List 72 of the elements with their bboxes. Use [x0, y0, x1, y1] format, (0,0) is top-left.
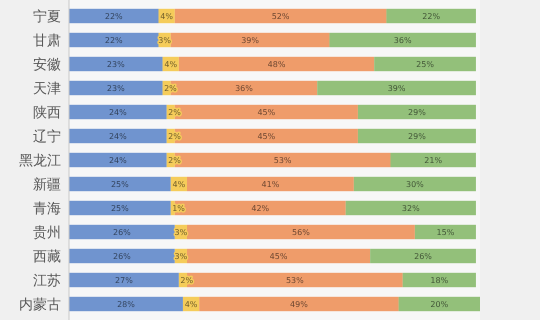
- data-label: 45%: [270, 252, 288, 261]
- bar: [199, 296, 399, 312]
- data-label: 36%: [394, 36, 412, 45]
- data-label: 2%: [168, 156, 182, 165]
- data-label: 4%: [184, 300, 198, 309]
- y-tick-label: 新疆: [33, 177, 61, 193]
- y-tick-label: 内蒙古: [19, 297, 61, 313]
- data-label: 30%: [406, 180, 424, 189]
- data-label: 32%: [402, 204, 420, 213]
- data-label: 45%: [257, 132, 276, 141]
- data-label: 22%: [422, 12, 440, 21]
- data-label: 26%: [113, 228, 132, 237]
- bar: [174, 8, 386, 24]
- data-label: 52%: [272, 12, 290, 21]
- y-tick-label: 宁夏: [33, 9, 61, 25]
- y-tick-label: 陕西: [33, 105, 61, 121]
- data-label: 25%: [110, 180, 130, 189]
- data-label: 49%: [290, 300, 308, 309]
- y-tick-label: 安徽: [33, 57, 61, 73]
- bar: [317, 80, 476, 96]
- data-label: 27%: [115, 276, 134, 285]
- data-label: 22%: [104, 36, 124, 45]
- data-label: 24%: [108, 108, 128, 117]
- data-label: 28%: [117, 300, 136, 309]
- data-label: 23%: [106, 60, 126, 69]
- data-label: 39%: [388, 84, 406, 93]
- y-tick-label: 黑龙江: [19, 153, 61, 169]
- data-label: 45%: [257, 108, 276, 117]
- data-label: 41%: [262, 180, 280, 189]
- data-label: 26%: [113, 252, 132, 261]
- data-label: 4%: [164, 60, 178, 69]
- data-label: 15%: [436, 228, 455, 237]
- y-tick-label: 贵州: [33, 225, 61, 241]
- bar: [178, 56, 374, 72]
- data-label: 48%: [268, 60, 286, 69]
- data-label: 36%: [235, 84, 254, 93]
- data-label: 26%: [414, 252, 432, 261]
- y-tick-label: 青海: [33, 201, 61, 217]
- data-label: 39%: [241, 36, 260, 45]
- data-label: 53%: [286, 276, 304, 285]
- data-label: 24%: [108, 156, 128, 165]
- y-tick-label: 西藏: [33, 249, 61, 265]
- data-label: 1%: [172, 204, 186, 213]
- y-tick-label: 甘肃: [33, 33, 61, 49]
- data-label: 23%: [106, 84, 126, 93]
- data-label: 20%: [430, 300, 449, 309]
- data-label: 2%: [168, 132, 182, 141]
- bar: [187, 176, 354, 192]
- data-label: 3%: [174, 252, 188, 261]
- data-label: 22%: [104, 12, 124, 21]
- y-tick-label: 辽宁: [33, 129, 61, 145]
- data-label: 18%: [430, 276, 449, 285]
- data-label: 2%: [180, 276, 194, 285]
- data-label: 2%: [164, 84, 178, 93]
- data-label: 24%: [108, 132, 128, 141]
- data-label: 4%: [160, 12, 174, 21]
- data-label: 25%: [110, 204, 130, 213]
- bar: [187, 248, 370, 264]
- data-label: 2%: [168, 108, 182, 117]
- data-label: 21%: [424, 156, 442, 165]
- data-label: 4%: [172, 180, 186, 189]
- data-label: 29%: [408, 132, 426, 141]
- data-label: 56%: [292, 228, 310, 237]
- bar: [187, 224, 415, 240]
- data-label: 42%: [251, 204, 270, 213]
- data-label: 3%: [174, 228, 188, 237]
- y-tick-label: 江苏: [33, 273, 61, 289]
- data-label: 53%: [274, 156, 292, 165]
- data-label: 29%: [408, 108, 426, 117]
- data-label: 25%: [416, 60, 434, 69]
- y-tick-label: 天津: [33, 81, 61, 97]
- data-label: 3%: [158, 36, 172, 45]
